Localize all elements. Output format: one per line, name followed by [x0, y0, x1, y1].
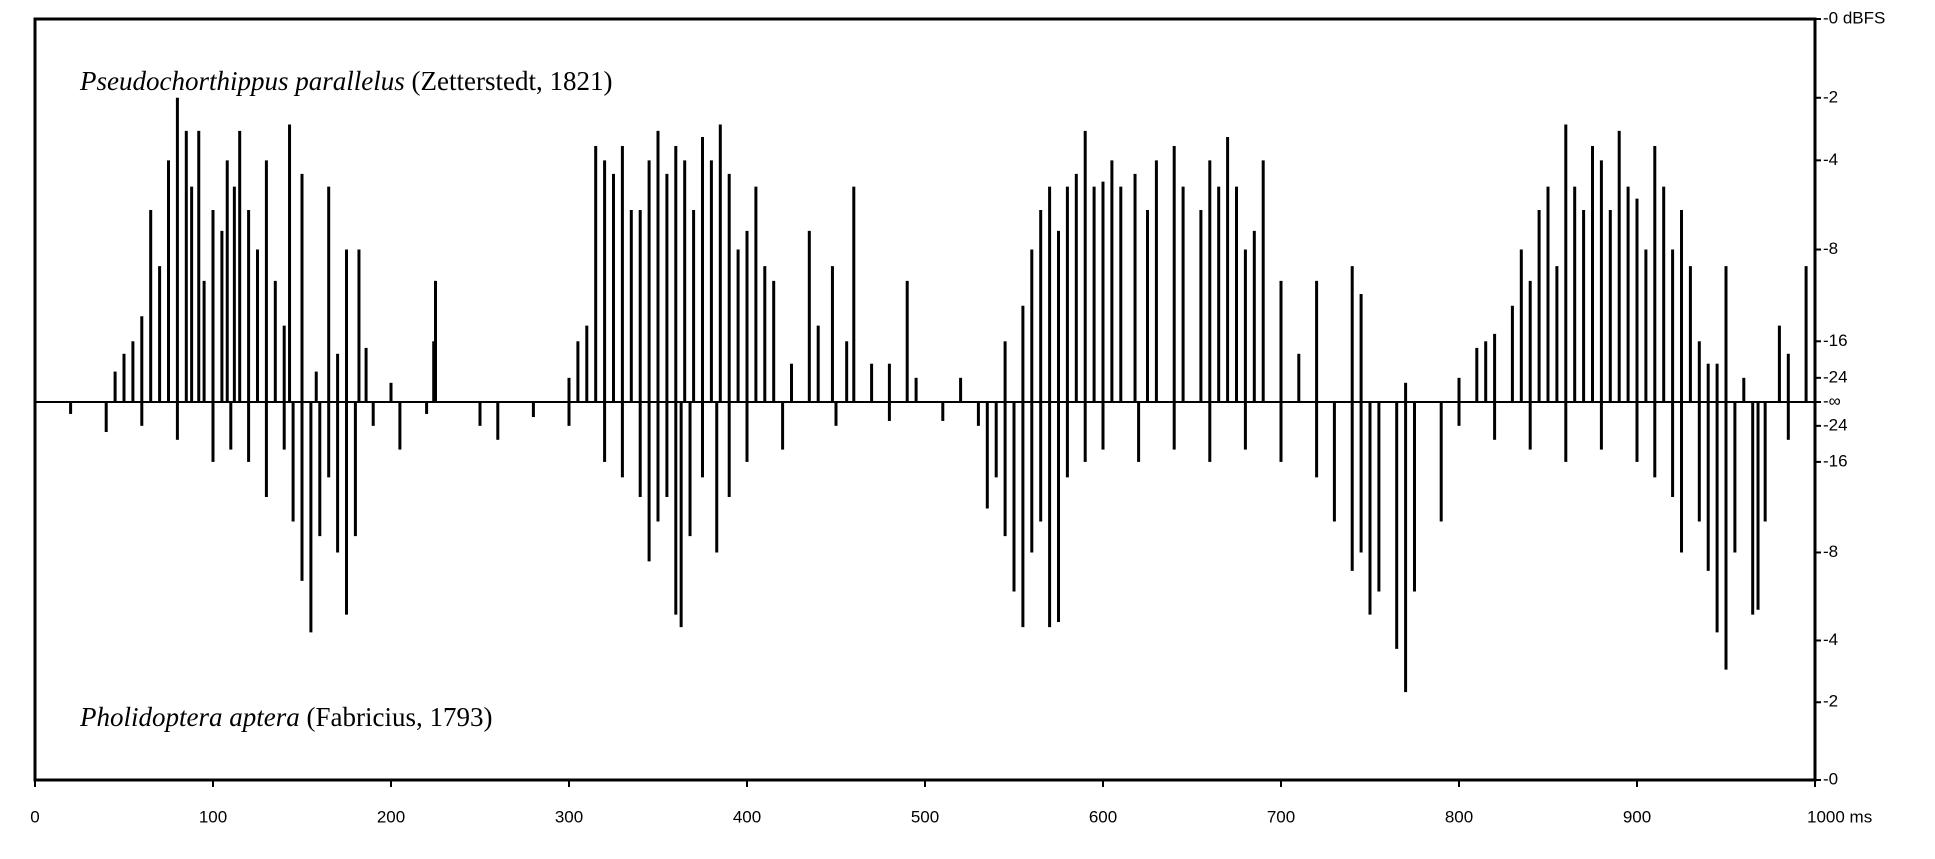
x-tick-label: 0	[30, 807, 39, 826]
x-tick-label: 700	[1267, 807, 1295, 826]
y-tick-label: -8	[1823, 239, 1838, 258]
y-tick-label: -0 dBFS	[1823, 8, 1885, 27]
author: (Zetterstedt, 1821)	[412, 66, 613, 96]
top-label: Pseudochorthippus parallelus (Zettersted…	[79, 66, 612, 96]
y-tick-label: -16	[1823, 331, 1848, 350]
y-tick-label: -8	[1823, 542, 1838, 561]
x-tick-label: 1000 ms	[1807, 807, 1872, 826]
x-tick-label: 300	[555, 807, 583, 826]
plot-frame	[33, 17, 1817, 782]
y-tick-label: -24	[1823, 367, 1848, 386]
x-tick-label: 600	[1089, 807, 1117, 826]
y-tick-label: -0	[1823, 769, 1838, 788]
y-tick-label: -2	[1823, 692, 1838, 711]
species: Pseudochorthippus parallelus	[79, 66, 405, 96]
x-tick-label: 100	[199, 807, 227, 826]
y-tick-label: -24	[1823, 415, 1848, 434]
x-tick-label: 900	[1623, 807, 1651, 826]
y-tick-label: -4	[1823, 150, 1838, 169]
bottom-label: Pholidoptera aptera (Fabricius, 1793)	[79, 702, 492, 732]
author: (Fabricius, 1793)	[306, 702, 492, 732]
x-tick-label: 400	[733, 807, 761, 826]
species: Pholidoptera aptera	[79, 702, 300, 732]
x-tick-label: 200	[377, 807, 405, 826]
y-tick-label: -2	[1823, 87, 1838, 106]
x-tick-label: 500	[911, 807, 939, 826]
x-tick-label: 800	[1445, 807, 1473, 826]
y-tick-label: -∞	[1823, 391, 1841, 410]
y-tick-label: -16	[1823, 451, 1848, 470]
y-tick-label: -4	[1823, 630, 1838, 649]
